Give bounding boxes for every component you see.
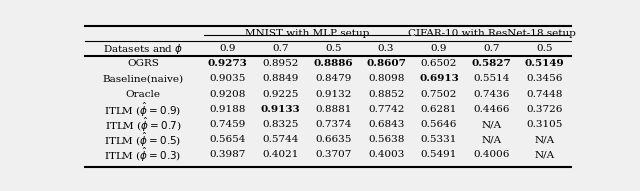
Text: 0.8886: 0.8886 [314, 59, 353, 68]
Text: OGRS: OGRS [127, 59, 159, 68]
Text: MNIST with MLP setup: MNIST with MLP setup [244, 29, 369, 38]
Text: N/A: N/A [534, 135, 555, 144]
Text: 0.6913: 0.6913 [419, 74, 459, 83]
Text: 0.5: 0.5 [536, 44, 553, 53]
Text: 0.5491: 0.5491 [420, 150, 457, 159]
Text: 0.9: 0.9 [220, 44, 236, 53]
Text: 0.5744: 0.5744 [262, 135, 299, 144]
Text: ITLM ($\hat{\phi} = 0.5$): ITLM ($\hat{\phi} = 0.5$) [104, 131, 182, 149]
Text: N/A: N/A [534, 150, 555, 159]
Text: 0.7: 0.7 [272, 44, 289, 53]
Text: 0.9208: 0.9208 [209, 90, 246, 99]
Text: Baseline(naive): Baseline(naive) [102, 74, 184, 83]
Text: 0.9035: 0.9035 [209, 74, 246, 83]
Text: 0.3105: 0.3105 [527, 120, 563, 129]
Text: 0.8881: 0.8881 [315, 105, 351, 114]
Text: 0.5654: 0.5654 [209, 135, 246, 144]
Text: Datasets and $\phi$: Datasets and $\phi$ [103, 42, 183, 56]
Text: 0.4006: 0.4006 [474, 150, 510, 159]
Text: 0.3: 0.3 [378, 44, 394, 53]
Text: 0.8849: 0.8849 [262, 74, 299, 83]
Text: 0.9188: 0.9188 [209, 105, 246, 114]
Text: 0.7: 0.7 [484, 44, 500, 53]
Text: ITLM ($\hat{\phi} = 0.9$): ITLM ($\hat{\phi} = 0.9$) [104, 100, 182, 118]
Text: 0.9225: 0.9225 [262, 90, 299, 99]
Text: 0.6635: 0.6635 [315, 135, 351, 144]
Text: 0.8325: 0.8325 [262, 120, 299, 129]
Text: N/A: N/A [482, 120, 502, 129]
Text: 0.8852: 0.8852 [368, 90, 404, 99]
Text: 0.3707: 0.3707 [315, 150, 351, 159]
Text: Oracle: Oracle [125, 90, 161, 99]
Text: 0.8098: 0.8098 [368, 74, 404, 83]
Text: 0.9273: 0.9273 [208, 59, 248, 68]
Text: 0.3987: 0.3987 [209, 150, 246, 159]
Text: 0.5638: 0.5638 [368, 135, 404, 144]
Text: ITLM ($\hat{\phi} = 0.7$): ITLM ($\hat{\phi} = 0.7$) [105, 115, 181, 134]
Text: 0.5149: 0.5149 [525, 59, 564, 68]
Text: N/A: N/A [482, 135, 502, 144]
Text: 0.7502: 0.7502 [420, 90, 457, 99]
Text: 0.7374: 0.7374 [315, 120, 351, 129]
Text: 0.7459: 0.7459 [209, 120, 246, 129]
Text: 0.6843: 0.6843 [368, 120, 404, 129]
Text: 0.7742: 0.7742 [368, 105, 404, 114]
Text: ITLM ($\hat{\phi} = 0.3$): ITLM ($\hat{\phi} = 0.3$) [104, 146, 182, 164]
Text: 0.6502: 0.6502 [420, 59, 457, 68]
Text: 0.7436: 0.7436 [474, 90, 510, 99]
Text: 0.9132: 0.9132 [315, 90, 351, 99]
Text: 0.9: 0.9 [431, 44, 447, 53]
Text: CIFAR-10 with ResNet-18 setup: CIFAR-10 with ResNet-18 setup [408, 29, 576, 38]
Text: 0.5827: 0.5827 [472, 59, 511, 68]
Text: 0.7448: 0.7448 [527, 90, 563, 99]
Text: 0.8479: 0.8479 [315, 74, 351, 83]
Text: 0.4003: 0.4003 [368, 150, 404, 159]
Text: 0.8607: 0.8607 [366, 59, 406, 68]
Text: 0.4021: 0.4021 [262, 150, 299, 159]
Text: 0.3726: 0.3726 [527, 105, 563, 114]
Text: 0.3456: 0.3456 [527, 74, 563, 83]
Text: 0.5: 0.5 [325, 44, 342, 53]
Text: 0.5331: 0.5331 [420, 135, 457, 144]
Text: 0.8952: 0.8952 [262, 59, 299, 68]
Text: 0.9133: 0.9133 [260, 105, 300, 114]
Text: 0.5646: 0.5646 [420, 120, 457, 129]
Text: 0.5514: 0.5514 [474, 74, 510, 83]
Text: 0.4466: 0.4466 [474, 105, 510, 114]
Text: 0.6281: 0.6281 [420, 105, 457, 114]
